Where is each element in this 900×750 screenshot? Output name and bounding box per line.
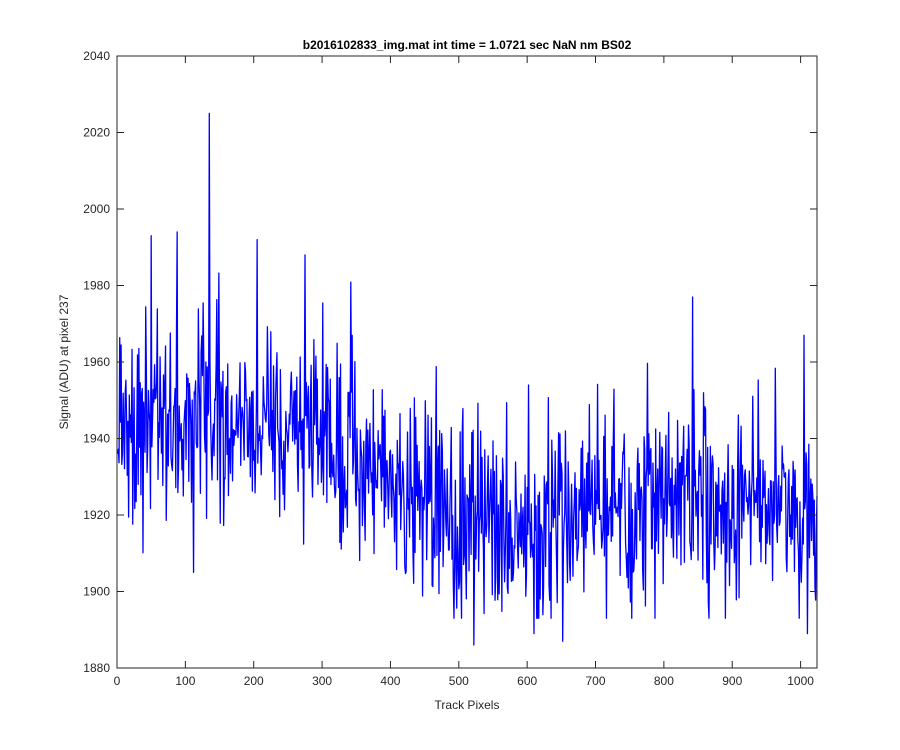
y-tick-label: 1940 — [83, 432, 110, 446]
x-tick-label: 0 — [114, 674, 121, 688]
x-tick-label: 800 — [654, 674, 674, 688]
x-tick-label: 400 — [380, 674, 400, 688]
y-axis: 1880 1900 1920 1940 1960 1980 2000 2020 2040 — [83, 49, 817, 675]
x-tick-label: 600 — [517, 674, 537, 688]
y-tick-label: 1900 — [83, 585, 110, 599]
y-tick-label: 1920 — [83, 508, 110, 522]
x-tick-label: 300 — [312, 674, 332, 688]
y-axis-label: Signal (ADU) at pixel 237 — [57, 294, 71, 429]
y-tick-label: 1960 — [83, 355, 110, 369]
y-tick-label: 1880 — [83, 661, 110, 675]
chart-title: b2016102833_img.mat int time = 1.0721 se… — [303, 38, 632, 52]
signal-series-line — [117, 112, 818, 646]
x-tick-label: 200 — [244, 674, 264, 688]
x-tick-label: 500 — [449, 674, 469, 688]
x-axis: 0 100 200 300 400 500 600 700 800 900 1000 — [114, 56, 814, 688]
series-layer — [117, 112, 818, 646]
x-tick-label: 1000 — [787, 674, 814, 688]
y-tick-label: 2020 — [83, 126, 110, 140]
y-tick-label: 2000 — [83, 202, 110, 216]
x-tick-label: 900 — [722, 674, 742, 688]
x-tick-label: 100 — [175, 674, 195, 688]
y-tick-label: 1980 — [83, 279, 110, 293]
y-tick-label: 2040 — [83, 49, 110, 63]
x-axis-label: Track Pixels — [435, 698, 500, 712]
x-tick-label: 700 — [586, 674, 606, 688]
